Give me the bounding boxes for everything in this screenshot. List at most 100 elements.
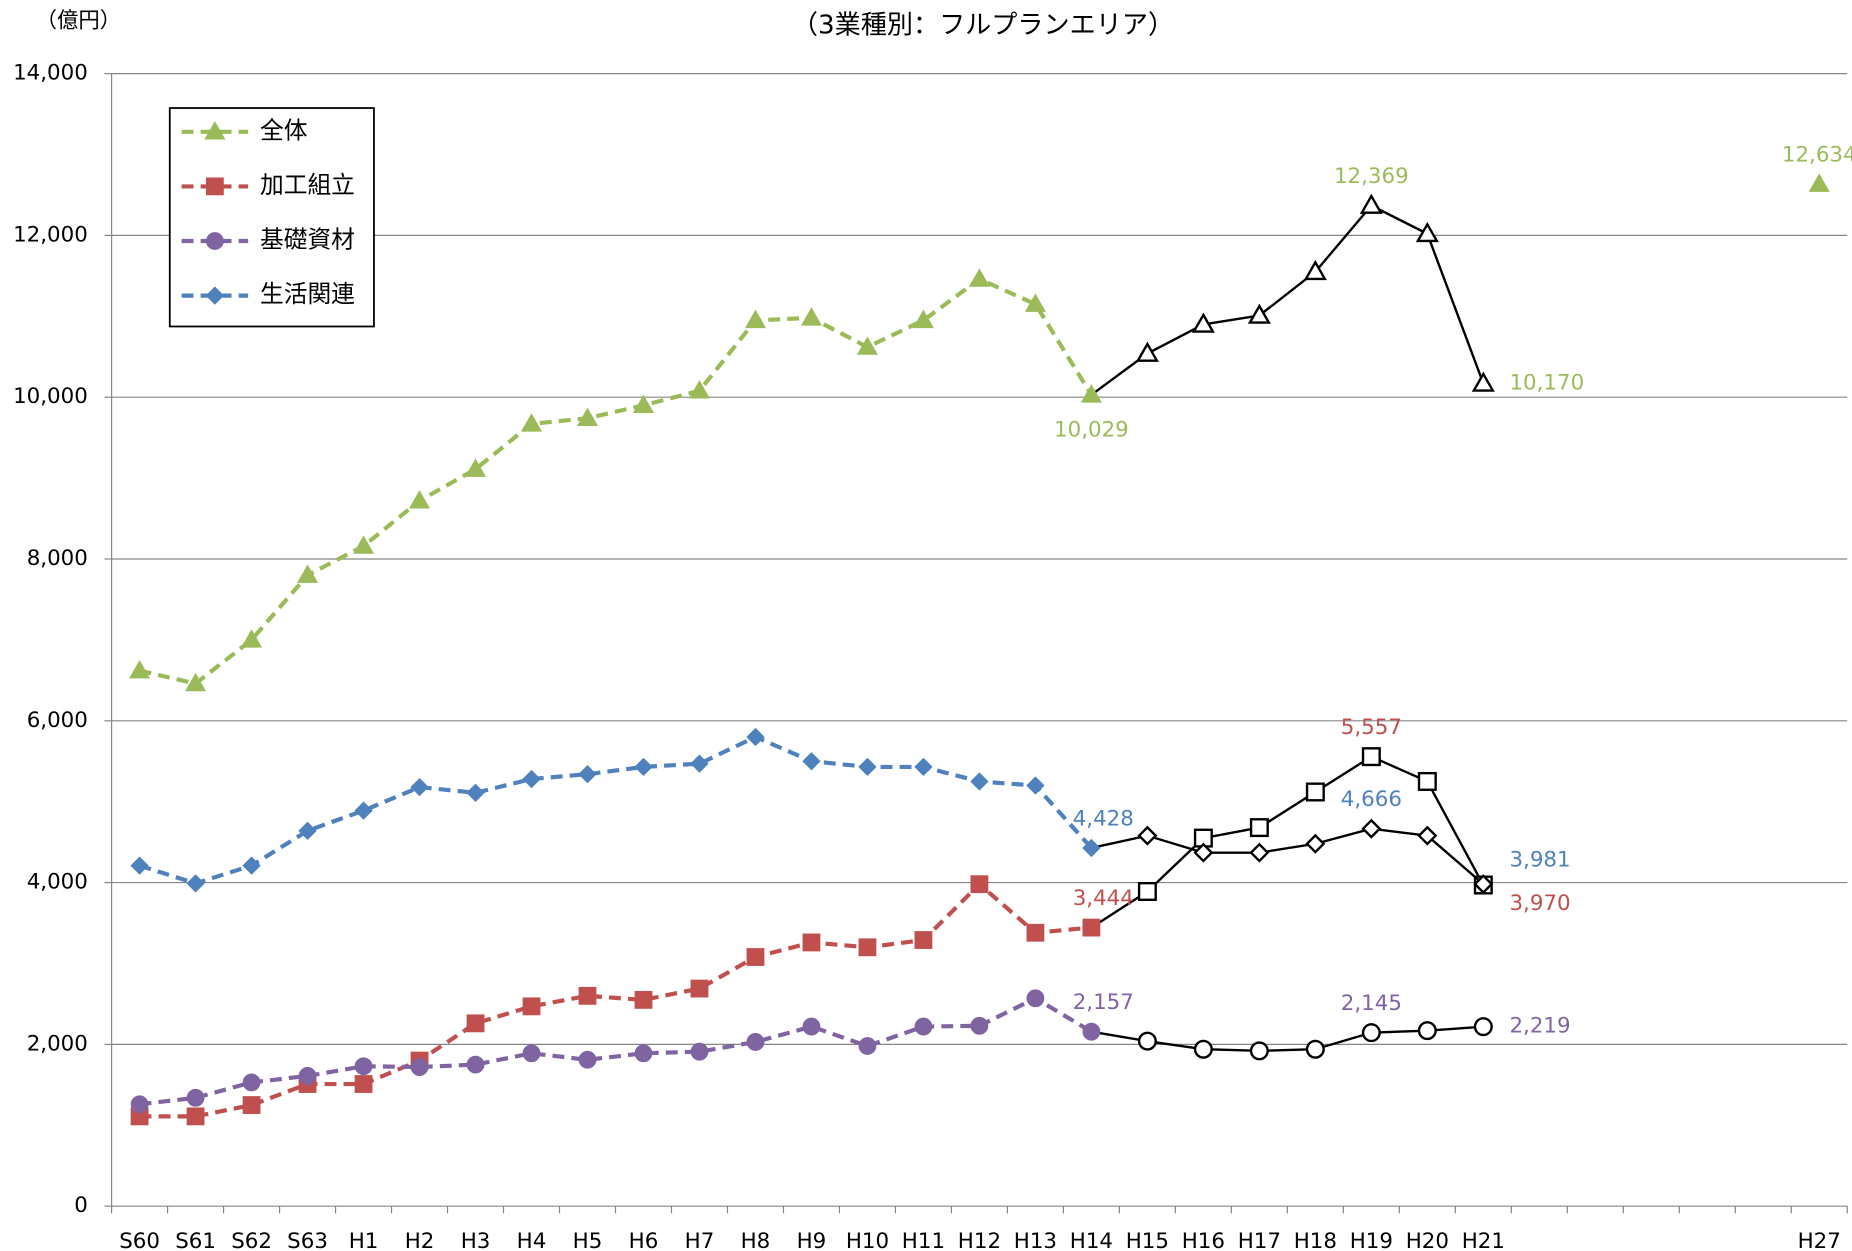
marker — [520, 413, 543, 432]
value-label: 4,666 — [1341, 787, 1402, 812]
x-tick-label: H1 — [349, 1229, 379, 1251]
marker — [970, 772, 989, 791]
marker — [744, 309, 766, 329]
x-tick-label: H3 — [461, 1229, 491, 1251]
marker — [912, 309, 934, 329]
marker — [1082, 1022, 1101, 1041]
chart-title: （3業種別：フルプランエリア） — [792, 11, 1174, 41]
marker — [1193, 1039, 1213, 1059]
marker — [242, 1073, 261, 1092]
marker — [690, 979, 709, 998]
value-label: 12,369 — [1334, 164, 1409, 189]
marker — [1026, 989, 1045, 1008]
marker — [1305, 782, 1325, 802]
marker — [354, 801, 373, 820]
marker — [914, 931, 933, 949]
x-tick-label: H13 — [1014, 1229, 1057, 1251]
y-tick-label: 10,000 — [13, 384, 88, 409]
marker — [856, 336, 878, 355]
marker — [1082, 838, 1101, 858]
x-tick-label: H6 — [629, 1229, 659, 1251]
x-tick-label: H17 — [1238, 1229, 1281, 1251]
y-tick-label: 4,000 — [27, 870, 88, 895]
marker — [186, 1107, 205, 1126]
marker — [1471, 371, 1495, 392]
marker — [688, 380, 710, 399]
forecast-line — [1090, 204, 1485, 396]
marker — [800, 307, 822, 326]
y-tick-label: 6,000 — [27, 708, 88, 733]
x-tick-label: S60 — [119, 1229, 160, 1251]
marker — [297, 564, 319, 583]
marker — [690, 1042, 709, 1061]
x-tick-label: H7 — [685, 1229, 715, 1251]
marker — [1135, 341, 1159, 362]
x-tick-label: H14 — [1070, 1229, 1113, 1251]
marker — [185, 672, 207, 692]
marker — [634, 757, 653, 777]
marker — [1249, 1041, 1269, 1061]
marker — [241, 629, 263, 648]
marker — [522, 997, 541, 1016]
marker — [205, 177, 224, 196]
marker — [354, 1075, 373, 1093]
marker — [858, 757, 877, 777]
marker — [1247, 303, 1271, 324]
marker — [1361, 818, 1382, 839]
marker — [1193, 842, 1214, 863]
marker — [1361, 1023, 1381, 1043]
series-line — [139, 881, 1092, 1119]
marker — [802, 1017, 821, 1036]
marker — [1303, 259, 1327, 281]
x-tick-label: H9 — [797, 1229, 827, 1251]
marker — [409, 490, 431, 509]
y-tick-label: 14,000 — [13, 61, 88, 86]
marker — [802, 933, 821, 952]
marker — [1417, 825, 1438, 846]
marker — [576, 407, 599, 426]
marker — [1137, 1031, 1157, 1051]
value-label: 3,970 — [1509, 891, 1570, 916]
series-line — [139, 276, 1094, 686]
marker — [1137, 881, 1157, 901]
marker — [914, 757, 933, 777]
marker — [130, 856, 149, 875]
marker — [1305, 1039, 1325, 1059]
marker — [1080, 384, 1102, 403]
marker — [205, 232, 224, 250]
value-label: 3,444 — [1073, 886, 1134, 911]
marker — [1026, 923, 1045, 942]
marker — [970, 1016, 989, 1035]
x-tick-label: H2 — [405, 1229, 435, 1251]
y-tick-label: 8,000 — [27, 546, 88, 571]
marker — [1808, 173, 1830, 192]
marker — [746, 1033, 765, 1051]
marker — [1305, 833, 1326, 854]
marker — [204, 121, 226, 140]
marker — [1024, 293, 1046, 312]
marker — [1359, 193, 1383, 214]
marker — [410, 1058, 429, 1076]
marker — [298, 1067, 317, 1085]
y-tick-label: 0 — [74, 1193, 88, 1218]
value-label: 3,981 — [1509, 847, 1570, 872]
x-tick-label: H8 — [741, 1229, 771, 1251]
value-label: 4,428 — [1073, 806, 1134, 831]
legend-label: 加工組立 — [260, 171, 355, 199]
x-tick-label: S63 — [287, 1229, 328, 1251]
marker — [690, 754, 709, 773]
value-label: 2,145 — [1341, 991, 1402, 1016]
marker — [130, 1095, 149, 1114]
x-tick-label: H21 — [1462, 1229, 1505, 1251]
legend-label: 全体 — [260, 116, 308, 144]
marker — [129, 659, 151, 679]
marker — [1249, 842, 1270, 863]
marker — [634, 990, 653, 1009]
marker — [465, 458, 487, 477]
marker — [522, 769, 541, 789]
series-line — [138, 734, 1093, 886]
marker — [1473, 874, 1494, 895]
legend-label: 基礎資材 — [260, 226, 355, 254]
value-label: 2,157 — [1073, 990, 1134, 1015]
